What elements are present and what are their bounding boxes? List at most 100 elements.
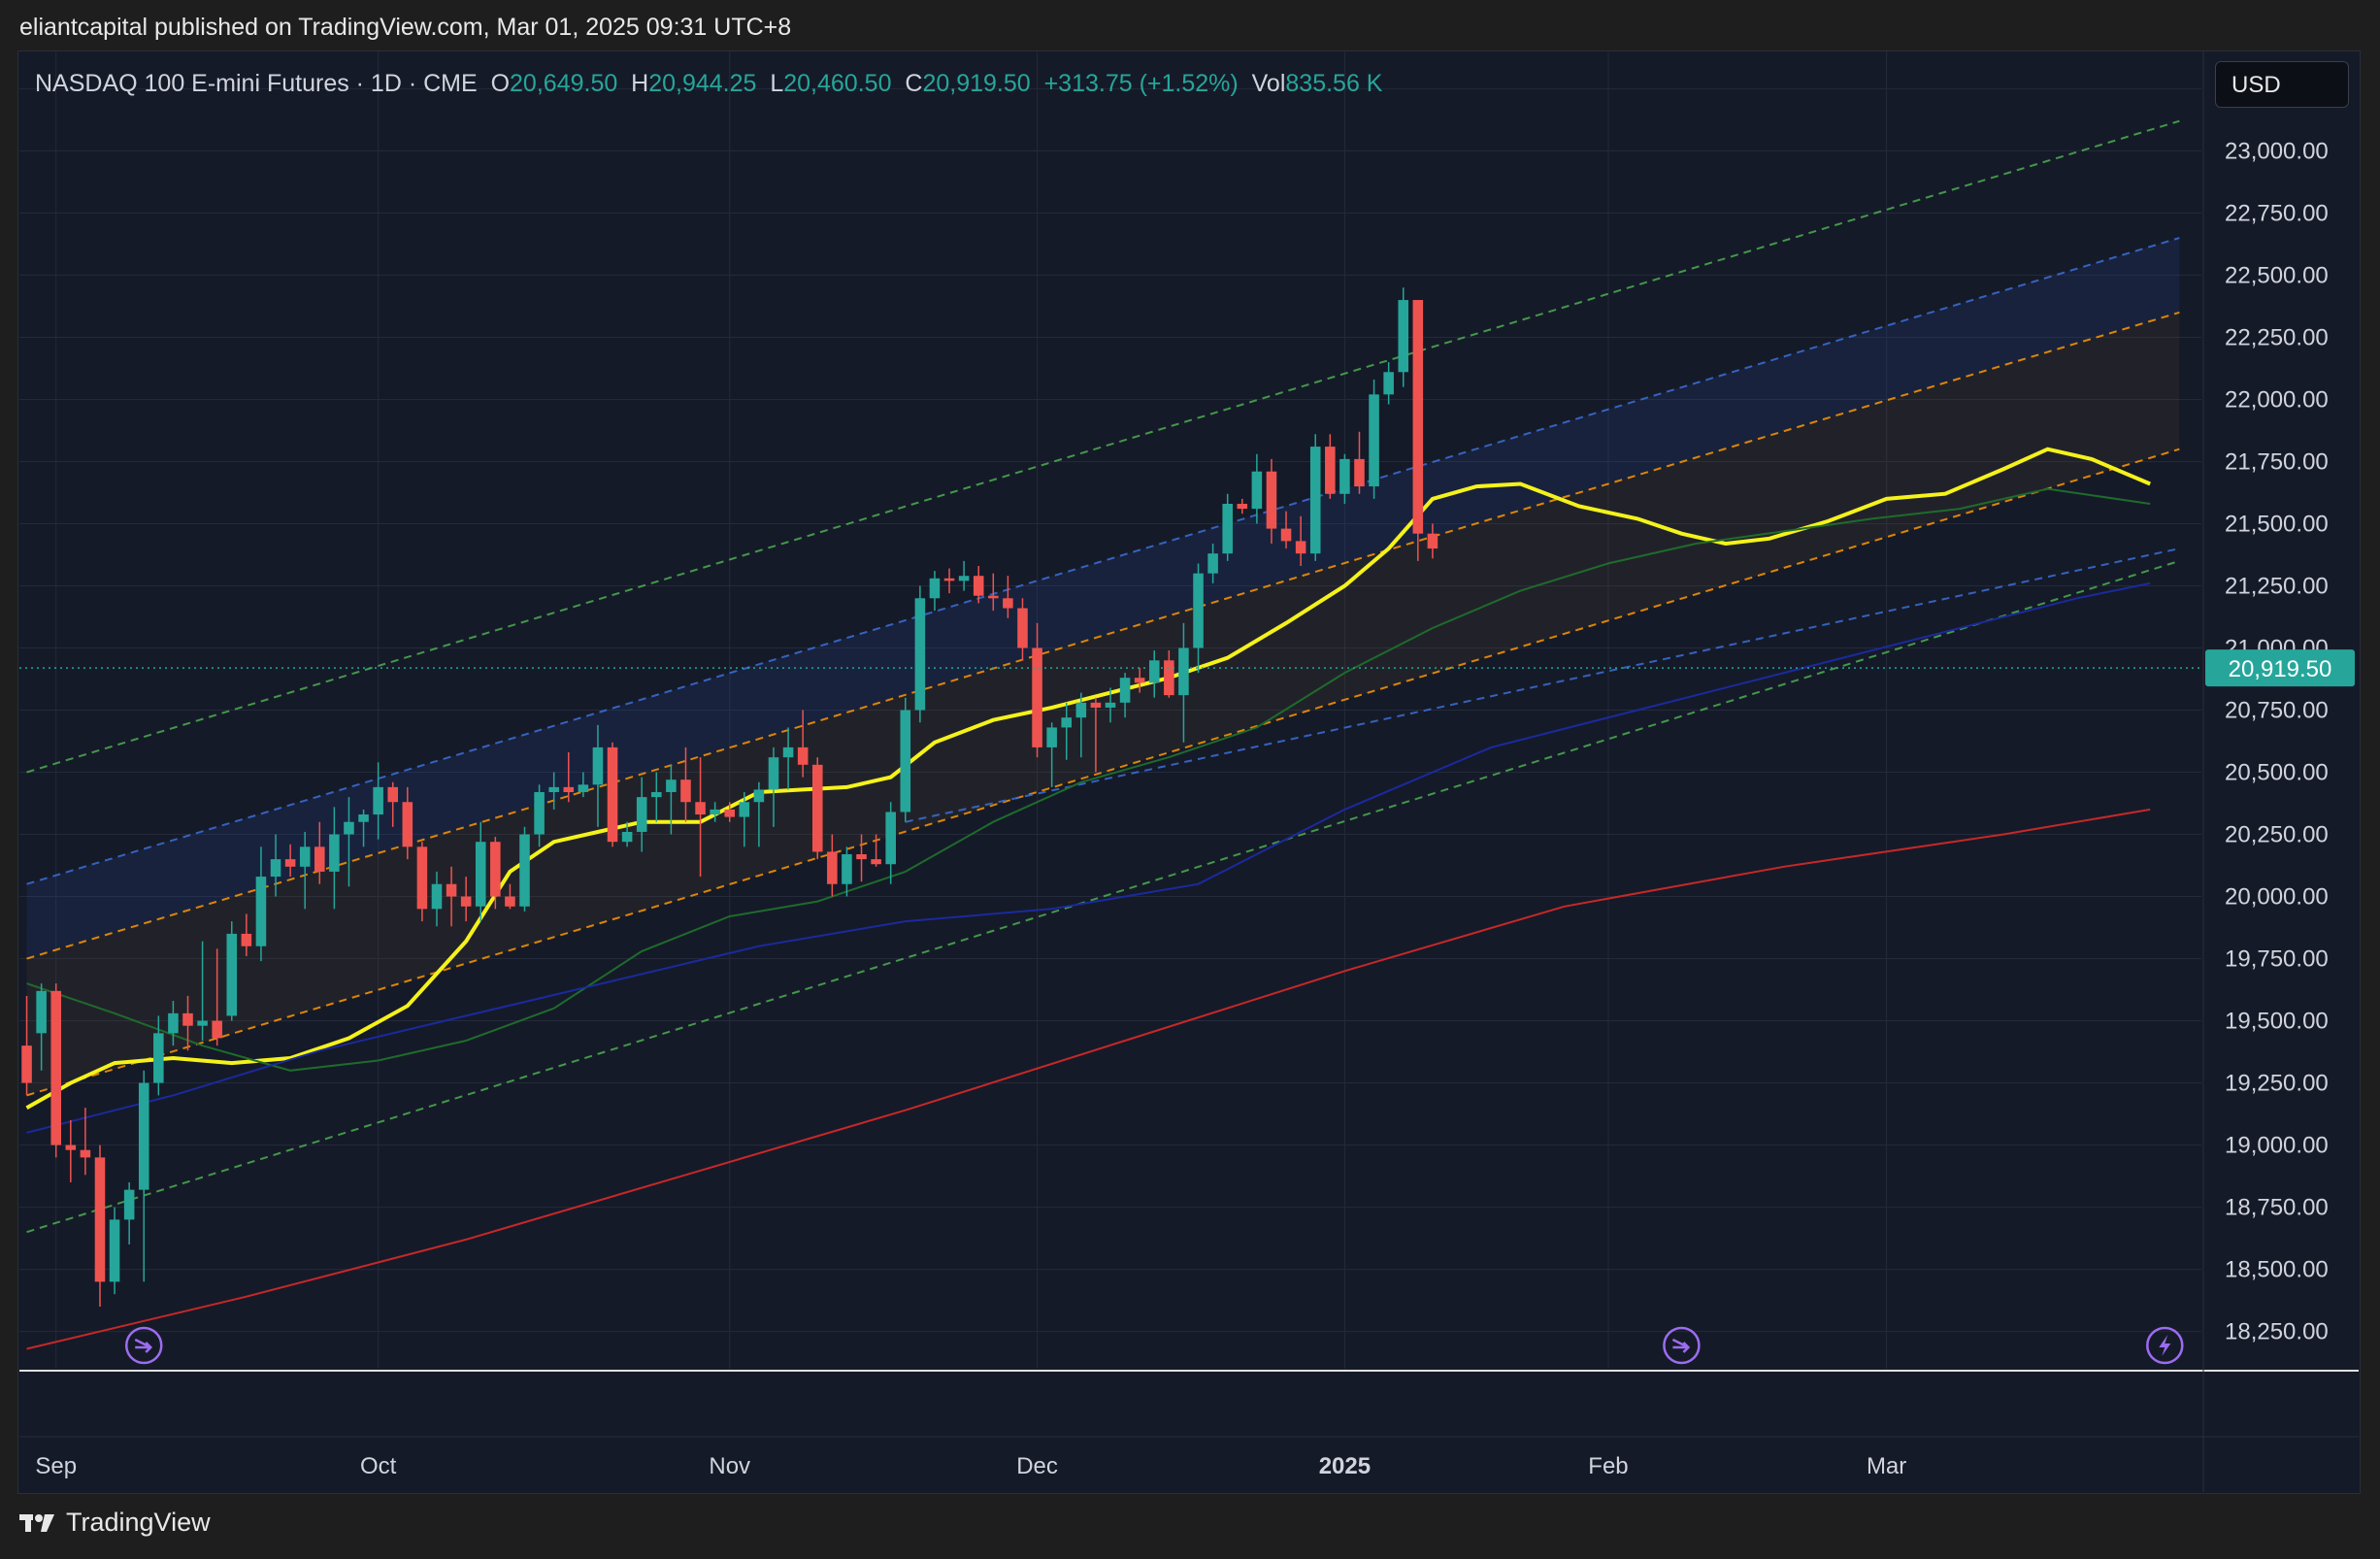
price-tick-label: 22,500.00: [2225, 262, 2329, 288]
candle-body: [578, 784, 589, 792]
candle-body: [666, 780, 677, 792]
candle-body: [241, 933, 252, 946]
legend-high: 20,944.25: [648, 70, 757, 97]
candle-body: [358, 814, 369, 822]
candle-body: [431, 883, 443, 910]
candle-body: [1354, 458, 1365, 487]
ma-long: [26, 808, 2151, 1350]
legend-change: +313.75 (+1.52%): [1043, 70, 1239, 97]
dividend-arrow-icon: [1663, 1326, 1701, 1365]
price-tick-label: 18,500.00: [2225, 1257, 2329, 1283]
legend-open: 20,649.50: [510, 70, 618, 97]
candle-body: [21, 1045, 32, 1083]
currency-selector[interactable]: USD: [2215, 61, 2349, 108]
candle-body: [446, 883, 457, 897]
candle-body: [842, 854, 852, 884]
candle-body: [607, 746, 618, 843]
price-tick-label: 20,250.00: [2225, 822, 2329, 848]
channel-orange-upper: [26, 311, 2180, 960]
candle-body: [1383, 372, 1394, 395]
channel-fill-upper: [26, 238, 2180, 959]
candle-body: [1075, 702, 1087, 718]
price-tick-label: 23,000.00: [2225, 138, 2329, 164]
dividend-arrow-icon: [124, 1326, 163, 1365]
candle-body: [1003, 598, 1013, 609]
channel-green-lower: [26, 559, 2180, 1234]
candle-body: [284, 859, 296, 867]
chart-legend: NASDAQ 100 E-mini Futures · 1D · CME O20…: [35, 70, 1382, 98]
candle-body: [138, 1082, 149, 1190]
price-tick-label: 21,750.00: [2225, 448, 2329, 475]
candle-body: [270, 859, 281, 878]
legend-low-label: L: [770, 70, 784, 97]
candle-body: [387, 786, 399, 803]
price-tick-label: 19,250.00: [2225, 1071, 2329, 1097]
candle-body: [1309, 447, 1321, 554]
candle-body: [1017, 608, 1028, 648]
candle-body: [182, 1012, 193, 1026]
candle-body: [943, 578, 955, 581]
candle-body: [1339, 458, 1350, 494]
channel-fill-middle: [26, 312, 2180, 1096]
legend-symbol: NASDAQ 100 E-mini Futures · 1D · CME: [35, 70, 478, 97]
candle-body: [1207, 553, 1218, 574]
candle-body: [739, 802, 750, 817]
candle-body: [1280, 528, 1292, 542]
ma-mid: [26, 487, 2151, 1072]
legend-vol-label: Vol: [1251, 70, 1286, 97]
time-tick-label: Sep: [35, 1453, 77, 1479]
candle-body: [329, 834, 340, 872]
candle-body: [695, 802, 706, 815]
time-tick-label: Nov: [709, 1453, 750, 1479]
candle-body: [797, 746, 809, 765]
candle-body: [900, 710, 911, 813]
candle-body: [548, 786, 559, 792]
candle-body: [123, 1189, 135, 1220]
price-tick-label: 19,500.00: [2225, 1009, 2329, 1035]
candle-body: [153, 1033, 164, 1083]
candle-body: [402, 802, 413, 847]
candle-body: [226, 933, 238, 1016]
tradingview-brand[interactable]: TradingView: [19, 1508, 211, 1538]
price-tick-label: 20,750.00: [2225, 698, 2329, 724]
channel-blue-upper: [26, 237, 2180, 885]
candle-body: [621, 831, 633, 843]
candle-body: [592, 746, 604, 785]
candle-body: [1251, 471, 1263, 510]
legend-vol: 835.56 K: [1285, 70, 1383, 97]
candle-body: [811, 764, 823, 852]
candle-body: [460, 896, 472, 907]
tradingview-logo-icon: [19, 1513, 54, 1532]
candle-body: [36, 990, 47, 1034]
last-price-tag-bg: [2205, 649, 2355, 687]
candle-body: [534, 791, 545, 835]
candle-body: [475, 842, 486, 907]
lightning-glyph: [2159, 1335, 2171, 1356]
candle-body: [710, 809, 720, 815]
legend-close-label: C: [905, 70, 923, 97]
candle-body: [505, 896, 515, 907]
candle-body: [885, 812, 896, 865]
candle-body: [314, 846, 325, 872]
price-tick-label: 20,000.00: [2225, 884, 2329, 911]
candle-body: [373, 786, 383, 815]
candle-body: [651, 791, 662, 798]
candle-body: [416, 846, 428, 910]
candle-body: [1325, 447, 1336, 494]
legend-open-label: O: [490, 70, 511, 97]
candle-body: [988, 595, 999, 599]
candle-body: [1090, 702, 1102, 708]
candle-body: [1237, 503, 1248, 510]
candle-body: [1134, 678, 1145, 683]
candle-body: [1412, 300, 1424, 534]
candle-body: [782, 746, 794, 758]
candle-body: [563, 786, 575, 792]
price-tick-label: 22,250.00: [2225, 324, 2329, 350]
candle-body: [168, 1012, 179, 1034]
candle-body: [827, 851, 838, 884]
candle-body: [109, 1219, 120, 1282]
lightning-icon: [2146, 1326, 2184, 1365]
price-tick-label: 19,000.00: [2225, 1133, 2329, 1159]
candle-body: [1105, 702, 1116, 708]
